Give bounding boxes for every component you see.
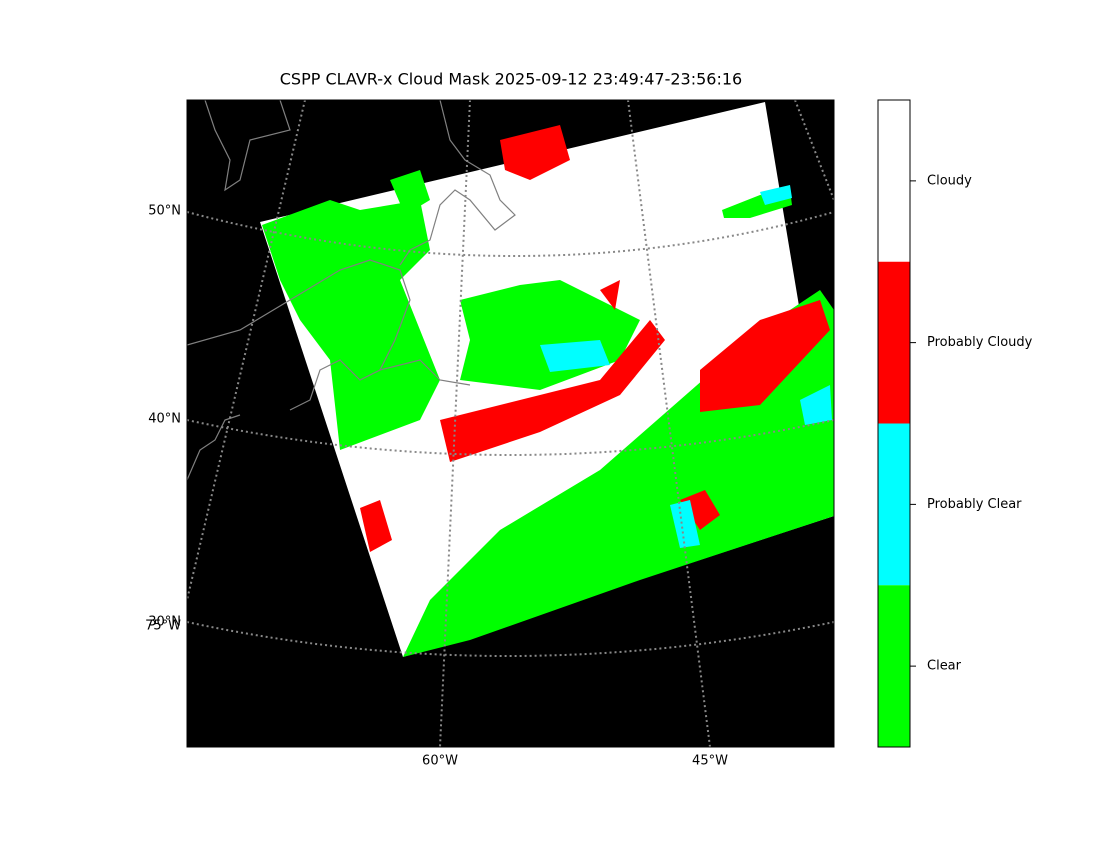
map-content: [187, 100, 834, 747]
probably-clear-area: [800, 385, 832, 425]
probably-cloudy-area: [360, 500, 392, 552]
colorbar-frame: [877, 99, 911, 748]
parallel: [187, 419, 834, 456]
colorbar-label: Clear: [927, 659, 962, 674]
colorbar: Cloudy Probably Cloudy Probably Clear Clear: [877, 99, 1033, 748]
probably-clear-area: [760, 185, 792, 205]
lon-label: 45°W: [692, 754, 728, 769]
colorbar-segment: [878, 423, 910, 586]
lon-label: 75°W: [145, 619, 181, 634]
probably-clear-area: [670, 500, 700, 548]
title: CSPP CLAVR-x Cloud Mask 2025-09-12 23:49…: [280, 70, 742, 89]
parallel: [187, 621, 834, 657]
probably-clear-area: [540, 340, 610, 372]
colorbar-label: Cloudy: [927, 173, 972, 188]
probably-cloudy-area: [700, 300, 830, 412]
clear-area: [262, 200, 440, 450]
probably-cloudy-area: [500, 125, 570, 180]
colorbar-segment: [878, 585, 910, 747]
colorbar-label: Probably Clear: [927, 497, 1022, 512]
probably-cloudy-area: [600, 280, 620, 310]
coastline: [187, 259, 411, 411]
lat-label: 30°N: [148, 615, 181, 630]
coastline: [187, 414, 241, 481]
coastline: [204, 100, 291, 192]
colorbar-segment: [878, 100, 910, 262]
coastline: [399, 100, 516, 266]
lon-label: 60°W: [422, 754, 458, 769]
graticule: [187, 100, 834, 747]
colorbar-segment: [878, 261, 910, 424]
coastline: [379, 359, 471, 386]
map-frame: [186, 99, 835, 748]
colorbar-label: Probably Cloudy: [927, 335, 1033, 350]
meridian: [627, 100, 711, 747]
coastlines: [187, 100, 516, 481]
lat-label: 50°N: [148, 204, 181, 219]
probably-cloudy-area: [440, 320, 665, 462]
meridian: [187, 100, 306, 601]
clear-area: [390, 170, 430, 215]
parallel: [187, 211, 834, 257]
lat-label: 40°N: [148, 412, 181, 427]
